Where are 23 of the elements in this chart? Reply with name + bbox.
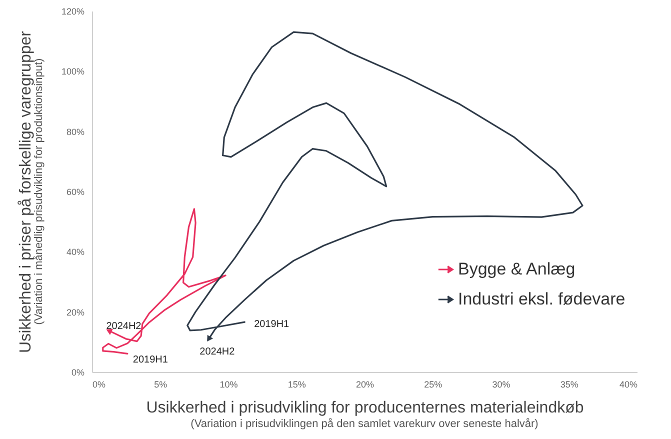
- x-tick-label: 30%: [492, 380, 510, 390]
- y-tick-label: 80%: [66, 126, 84, 137]
- x-tick-label: 25%: [424, 380, 442, 390]
- x-tick-label: 35%: [560, 380, 578, 390]
- legend-label: Bygge & Anlæg: [458, 260, 576, 278]
- x-tick-label: 5%: [154, 380, 168, 390]
- y-tick-label: 120%: [61, 6, 84, 16]
- x-tick-label: 10%: [220, 380, 238, 390]
- text: Usikkerhed i priser på forskellige varegrupper (Variation i månedlig prisudvikling for produktionsinput): [17, 31, 45, 353]
- annotation: 2024H2: [200, 346, 236, 358]
- y-tick-label: 0%: [71, 368, 84, 378]
- annotation: 2019H1: [254, 319, 290, 330]
- annotation: 2019H1: [132, 354, 168, 366]
- text: Usikkerhed i prisudvikling for producenternes materialeindkøb (Variation i prisudviklingen på den samlet varekurv over seneste halvår): [146, 400, 584, 430]
- y-tick-label: 40%: [66, 247, 84, 258]
- x-tick-label: 15%: [288, 380, 306, 390]
- x-tick-label: 20%: [356, 380, 374, 390]
- x-tick-label: 0%: [92, 380, 106, 390]
- y-tick-label: 100%: [61, 66, 84, 77]
- legend-label: Industri eksl. fødevare: [458, 290, 626, 308]
- x-tick-label: 40%: [619, 380, 638, 390]
- y-tick-label: 20%: [66, 307, 84, 318]
- y-tick-label: 60%: [66, 187, 84, 197]
